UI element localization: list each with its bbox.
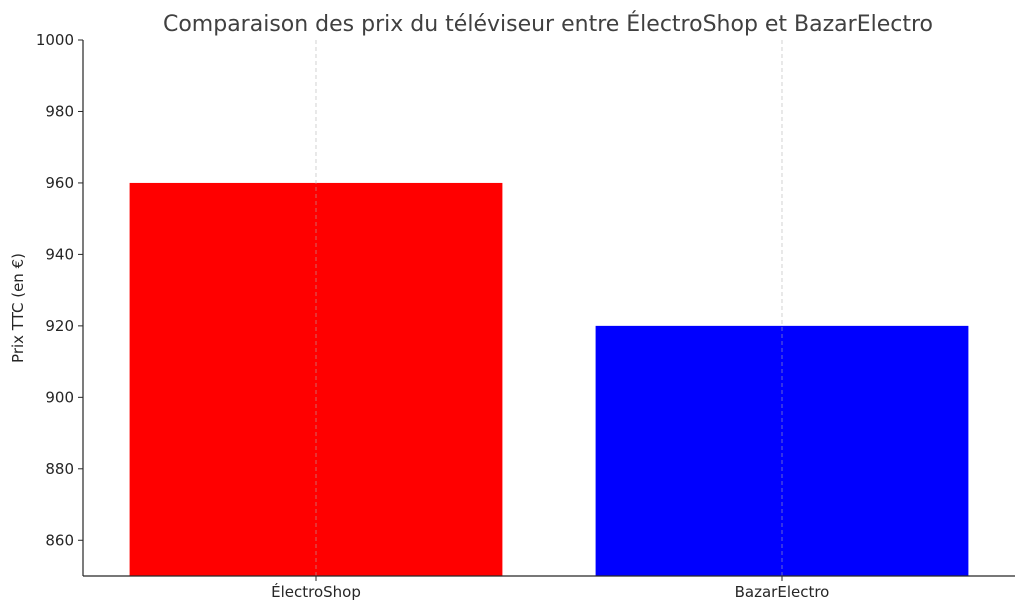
y-tick-label: 900 (45, 388, 74, 406)
chart-title: Comparaison des prix du téléviseur entre… (163, 11, 933, 37)
x-ticks: ÉlectroShop BazarElectro (271, 576, 829, 601)
y-axis-label: Prix TTC (en €) (9, 253, 27, 363)
bar-1 (595, 325, 969, 576)
y-tick-label: 880 (45, 460, 74, 478)
y-ticks: 860 880 900 920 940 960 980 1000 (36, 31, 83, 549)
x-tick-label: ÉlectroShop (271, 582, 361, 601)
y-tick-label: 860 (45, 531, 74, 549)
gridlines-front (315, 40, 783, 576)
y-tick-label: 960 (45, 174, 74, 192)
x-tick-label: BazarElectro (735, 583, 830, 601)
y-tick-label: 940 (45, 245, 74, 263)
y-tick-label: 980 (45, 102, 74, 120)
axes-layer (82, 40, 1015, 577)
bars-layer (129, 182, 969, 576)
y-tick-label: 920 (45, 317, 74, 335)
y-tick-label: 1000 (36, 31, 74, 49)
